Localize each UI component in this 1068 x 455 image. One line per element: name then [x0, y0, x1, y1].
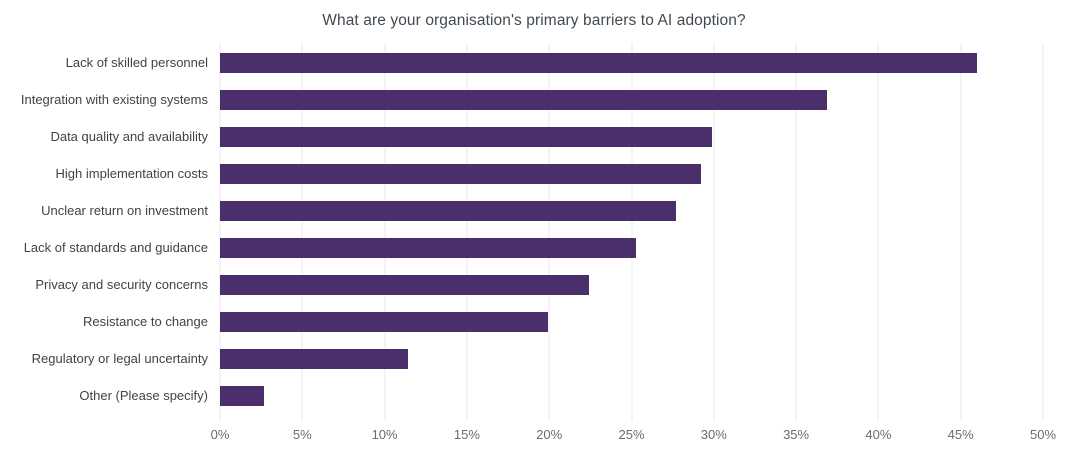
gridline: [713, 43, 715, 421]
gridline: [219, 43, 221, 421]
x-tick-label: 20%: [536, 427, 563, 442]
category-label: Regulatory or legal uncertainty: [31, 351, 208, 366]
category-label: Integration with existing systems: [20, 92, 208, 107]
gridline: [960, 43, 962, 421]
bar-track: [220, 311, 1043, 332]
gridline: [631, 43, 632, 421]
bar: [220, 274, 589, 295]
bar: [220, 237, 637, 258]
category-label: Lack of skilled personnel: [65, 55, 208, 70]
bar-track: [220, 274, 1043, 295]
category-label: Unclear return on investment: [41, 203, 208, 218]
x-tick-label: 5%: [292, 427, 312, 442]
bar: [220, 52, 978, 73]
bar-row: Lack of standards and guidance: [0, 229, 1068, 266]
category-label: Data quality and availability: [50, 129, 208, 144]
bar-track: [220, 385, 1043, 406]
bar: [220, 311, 548, 332]
bar-row: Resistance to change: [0, 303, 1068, 340]
bar: [220, 126, 713, 147]
bar-row: Integration with existing systems: [0, 81, 1068, 118]
bar-track: [220, 126, 1043, 147]
gridline: [384, 43, 386, 421]
gridline: [877, 43, 879, 421]
category-label: High implementation costs: [55, 166, 208, 181]
bar-row: High implementation costs: [0, 155, 1068, 192]
x-tick-label: 10%: [371, 427, 398, 442]
x-tick-label: 15%: [453, 427, 480, 442]
category-label: Other (Please specify): [79, 388, 208, 403]
bar: [220, 385, 265, 406]
bar-track: [220, 52, 1043, 73]
chart-title: What are your organisation's primary bar…: [322, 12, 746, 29]
x-tick-label: 0%: [210, 427, 230, 442]
bar-row: Privacy and security concerns: [0, 266, 1068, 303]
grid-layer: [219, 43, 1044, 421]
bar-track: [220, 237, 1043, 258]
x-tick-label: 35%: [783, 427, 810, 442]
bar-row: Unclear return on investment: [0, 192, 1068, 229]
bar: [220, 348, 408, 369]
category-label: Resistance to change: [82, 314, 208, 329]
bar-row: Data quality and availability: [0, 118, 1068, 155]
x-tick-label: 40%: [865, 427, 892, 442]
x-axis: 0% 5% 10% 15% 20% 25% 30% 35% 40% 45% 50%: [211, 421, 1056, 447]
gridline: [1042, 43, 1044, 421]
category-label: Privacy and security concerns: [35, 277, 208, 292]
bar-track: [220, 89, 1043, 110]
gridline: [301, 43, 303, 421]
bar: [220, 89, 828, 110]
bar-rows: Lack of skilled personnel Integration wit…: [0, 43, 1068, 414]
x-tick-label: 25%: [618, 427, 645, 442]
gridline: [466, 43, 468, 421]
gridline: [795, 43, 797, 421]
x-tick-label: 45%: [947, 427, 974, 442]
bar-row: Lack of skilled personnel: [0, 44, 1068, 81]
x-tick-label: 50%: [1029, 427, 1057, 442]
bar-track: [220, 163, 1043, 184]
bar-track: [220, 200, 1043, 221]
bar: [220, 200, 676, 221]
bar-row: Other (Please specify): [0, 377, 1068, 414]
bar-row: Regulatory or legal uncertainty: [0, 340, 1068, 377]
bar: [220, 163, 701, 184]
category-label: Lack of standards and guidance: [23, 240, 208, 255]
gridline: [548, 43, 550, 421]
bar-track: [220, 348, 1043, 369]
x-tick-label: 30%: [700, 427, 727, 442]
plot-area: Lack of skilled personnel Integration wit…: [0, 43, 1068, 421]
